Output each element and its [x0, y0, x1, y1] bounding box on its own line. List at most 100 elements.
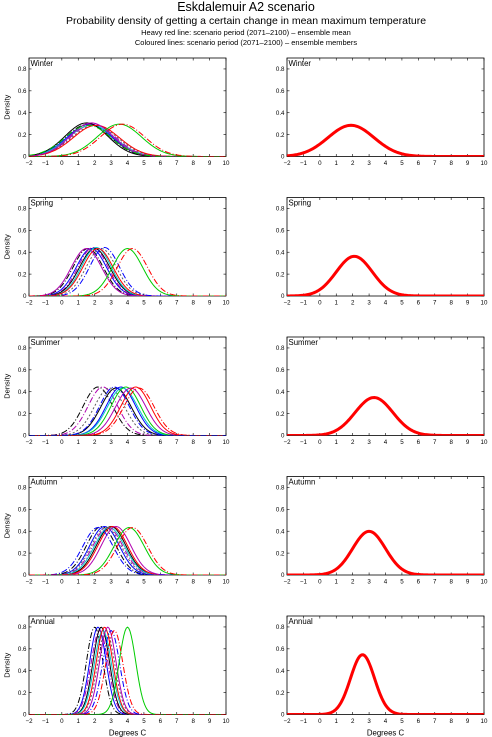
x-tick-label: 2 — [93, 439, 97, 446]
x-tick-label: 0 — [60, 718, 64, 725]
panel-autumn-members: −2 −1 0 1 2 3 4 5 6 7 8 9 10 0 0.2 0.4 0.6 0.8 Density Autu… — [3, 476, 230, 586]
curves — [287, 123, 484, 157]
x-tick-label: 3 — [109, 718, 113, 725]
ensemble-mean-line — [287, 653, 484, 715]
x-tick-label: 0 — [318, 579, 322, 586]
x-axis-label: Degrees C — [109, 729, 147, 737]
season-label: Summer — [289, 338, 319, 347]
x-tick-label: 7 — [175, 439, 179, 446]
x-tick-label: 10 — [223, 300, 230, 307]
curves — [287, 529, 484, 575]
y-tick-label: 0.6 — [18, 88, 27, 95]
x-tick-label: 2 — [351, 160, 355, 167]
season-label: Spring — [31, 199, 54, 208]
figure-title: Eskdalemuir A2 scenario — [177, 0, 315, 14]
panel-spring-members: −2 −1 0 1 2 3 4 5 6 7 8 9 10 0 0.2 0.4 0.6 0.8 Density Spri… — [3, 197, 230, 307]
x-tick-label: 7 — [433, 718, 437, 725]
x-tick-label: 7 — [433, 439, 437, 446]
y-tick-label: 0 — [23, 293, 27, 300]
y-tick-label: 0.8 — [18, 345, 27, 352]
y-tick-label: 0.8 — [276, 624, 285, 631]
x-tick-label: 0 — [60, 579, 64, 586]
y-tick-label: 0 — [281, 154, 285, 161]
ensemble-member-line-7 — [29, 527, 226, 575]
ensemble-mean-line — [287, 123, 484, 157]
x-tick-label: 4 — [126, 300, 130, 307]
x-tick-label: 4 — [384, 718, 388, 725]
legend-note-ensemble-mean: Heavy red line: scenario period (2071–21… — [141, 28, 351, 37]
x-tick-label: 8 — [191, 579, 195, 586]
x-tick-label: 4 — [384, 160, 388, 167]
x-tick-label: −1 — [42, 439, 50, 446]
x-tick-label: 8 — [191, 439, 195, 446]
y-tick-label: 0 — [281, 433, 285, 440]
x-tick-label: 10 — [481, 579, 488, 586]
x-tick-label: 9 — [208, 718, 212, 725]
x-tick-label: 1 — [77, 160, 81, 167]
x-tick-label: 7 — [433, 579, 437, 586]
x-tick-label: −2 — [283, 439, 291, 446]
ensemble-member-line-2 — [29, 386, 226, 436]
x-tick-label: 0 — [60, 300, 64, 307]
x-tick-label: 2 — [351, 300, 355, 307]
x-tick-label: 3 — [367, 160, 371, 167]
x-tick-label: 1 — [335, 718, 339, 725]
x-tick-label: 5 — [400, 439, 404, 446]
y-tick-label: 0.2 — [276, 271, 285, 278]
x-tick-label: 10 — [223, 579, 230, 586]
plot-frame — [286, 615, 485, 715]
ensemble-member-line-8 — [29, 248, 226, 296]
y-tick-label: 0.2 — [276, 132, 285, 139]
y-tick-label: 0.8 — [18, 66, 27, 73]
x-tick-label: 4 — [126, 718, 130, 725]
y-axis-label: Density — [3, 652, 12, 677]
y-tick-label: 0 — [281, 712, 285, 719]
y-tick-label: 0.2 — [18, 550, 27, 557]
y-tick-label: 0.4 — [18, 668, 27, 675]
y-tick-label: 0.4 — [18, 389, 27, 396]
ensemble-member-line-9 — [29, 527, 226, 575]
ensemble-member-line-8 — [29, 122, 226, 157]
ensemble-member-line-4 — [29, 123, 226, 157]
x-tick-label: 1 — [335, 579, 339, 586]
x-tick-label: 4 — [384, 300, 388, 307]
y-tick-label: 0.6 — [276, 507, 285, 514]
season-label: Spring — [289, 199, 312, 208]
x-tick-label: 0 — [318, 160, 322, 167]
x-tick-label: 9 — [466, 160, 470, 167]
x-tick-label: −2 — [283, 300, 291, 307]
y-tick-label: 0.8 — [18, 485, 27, 492]
x-tick-label: 5 — [400, 300, 404, 307]
x-tick-label: 6 — [159, 579, 163, 586]
ensemble-member-line-3 — [29, 246, 226, 296]
x-tick-label: −1 — [42, 160, 50, 167]
x-tick-label: 8 — [449, 160, 453, 167]
x-tick-label: 1 — [335, 160, 339, 167]
panel-annual-mean: −2 −1 0 1 2 3 4 5 6 7 8 9 10 0 0.2 0.4 0.6 0.8 Annual Degre… — [276, 615, 488, 737]
ensemble-member-line-11 — [29, 527, 226, 575]
x-tick-label: 6 — [417, 579, 421, 586]
curves — [287, 254, 484, 296]
x-tick-label: 3 — [367, 718, 371, 725]
x-tick-label: −1 — [42, 718, 50, 725]
x-tick-label: 4 — [384, 439, 388, 446]
y-tick-label: 0.4 — [18, 249, 27, 256]
x-tick-label: 8 — [449, 300, 453, 307]
ensemble-mean-line — [287, 254, 484, 296]
y-tick-label: 0 — [23, 154, 27, 161]
x-tick-label: 9 — [208, 579, 212, 586]
x-tick-label: −2 — [283, 579, 291, 586]
x-tick-label: 10 — [481, 439, 488, 446]
y-tick-label: 0.8 — [18, 206, 27, 213]
x-tick-label: −2 — [25, 300, 33, 307]
panel-summer-mean: −2 −1 0 1 2 3 4 5 6 7 8 9 10 0 0.2 0.4 0.6 0.8 Summer — [276, 336, 488, 446]
ensemble-member-line-9 — [29, 124, 226, 157]
y-tick-label: 0.4 — [18, 110, 27, 117]
y-tick-label: 0.8 — [276, 345, 285, 352]
x-tick-label: 3 — [109, 160, 113, 167]
plot-frame — [28, 615, 227, 715]
x-tick-label: −1 — [42, 579, 50, 586]
y-tick-label: 0.2 — [18, 271, 27, 278]
x-tick-label: 3 — [367, 300, 371, 307]
